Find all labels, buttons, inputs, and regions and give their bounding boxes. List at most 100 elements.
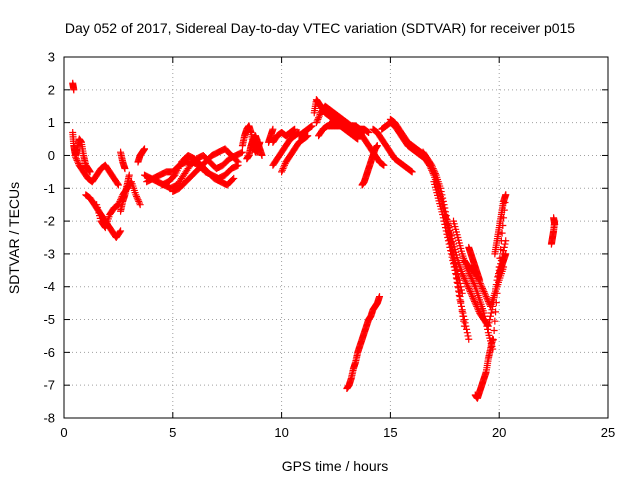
data-point [481,289,489,297]
data-point [481,316,489,324]
data-point [468,291,476,299]
data-point [365,128,373,136]
data-point [457,302,465,310]
x-tick-label: 5 [169,425,176,440]
y-tick-label: 2 [48,82,55,97]
x-tick-label: 15 [383,425,397,440]
y-tick-label: -8 [43,411,55,426]
data-point [429,170,437,178]
data-point [291,125,299,133]
chart-title: Day 052 of 2017, Sidereal Day-to-day VTE… [65,20,575,36]
data-point [479,286,487,294]
data-point [469,278,477,286]
data-point [234,158,242,166]
data-point [71,151,79,159]
data-point [278,168,286,176]
plot-frame [63,56,609,419]
data-point [477,281,485,289]
data-point [488,306,496,314]
data-point [315,112,323,120]
data-point [279,165,287,173]
data-point [447,247,455,255]
data-point [125,171,133,179]
data-point [463,325,471,333]
data-point [444,234,452,241]
data-point [502,191,510,199]
data-point [133,192,141,200]
data-point [70,86,78,94]
data-point [458,306,466,314]
y-tick-label: -5 [43,312,55,327]
data-point [380,161,388,169]
data-point [482,293,490,301]
data-point [487,309,495,317]
data-point [463,329,471,337]
x-axis-label: GPS time / hours [282,458,389,474]
data-point [456,296,464,304]
y-tick-label: -3 [43,246,55,261]
data-point [308,122,316,130]
data-point [258,151,266,159]
data-point [376,293,384,301]
data-point [451,266,459,274]
data-point [447,250,455,258]
data-point [491,317,499,325]
data-point [73,156,81,164]
data-point [460,275,468,283]
data-point [483,322,491,330]
data-point [373,142,381,150]
y-tick-label: 0 [48,148,55,163]
data-point [454,283,462,291]
data-point [269,125,277,133]
data-point [467,289,475,297]
data-point [463,279,471,287]
data-point [133,194,141,202]
y-axis-label: SDTVAR / TECUs [6,182,22,294]
data-point [278,166,286,174]
data-point [465,286,473,294]
x-tick-label: 0 [60,425,67,440]
data-point [230,174,238,182]
y-tick-label: 3 [48,50,55,65]
data-point [86,168,94,176]
data-point [455,287,463,295]
y-tick-label: -6 [43,345,55,360]
data-point [463,281,471,289]
data-point [460,316,468,324]
y-tick-label: -1 [43,181,55,196]
data-point [468,275,476,283]
data-points [69,79,559,402]
data-point [281,161,289,169]
data-point [229,176,237,184]
data-point [313,117,321,125]
data-point [501,240,509,248]
data-point [476,279,484,287]
data-point [481,291,489,299]
data-point [254,148,262,156]
data-point [461,319,469,327]
data-point [492,308,500,316]
data-point [450,260,458,268]
y-tick-label: 1 [48,115,55,130]
data-point [426,161,434,169]
data-point [459,309,467,317]
data-point [467,273,475,281]
data-point [460,273,468,281]
data-point [471,299,479,307]
data-point [480,309,488,317]
data-point [474,306,482,314]
data-point [428,168,436,176]
data-point [74,158,82,166]
data-point [457,299,465,307]
data-point [460,312,468,320]
data-point [428,166,436,174]
data-point [478,283,486,291]
data-point [470,279,478,287]
data-point [482,319,490,327]
data-point [452,274,460,282]
data-point [480,288,488,296]
data-point [479,284,487,292]
data-point [135,197,143,205]
data-point [468,276,476,284]
data-point [459,271,467,279]
